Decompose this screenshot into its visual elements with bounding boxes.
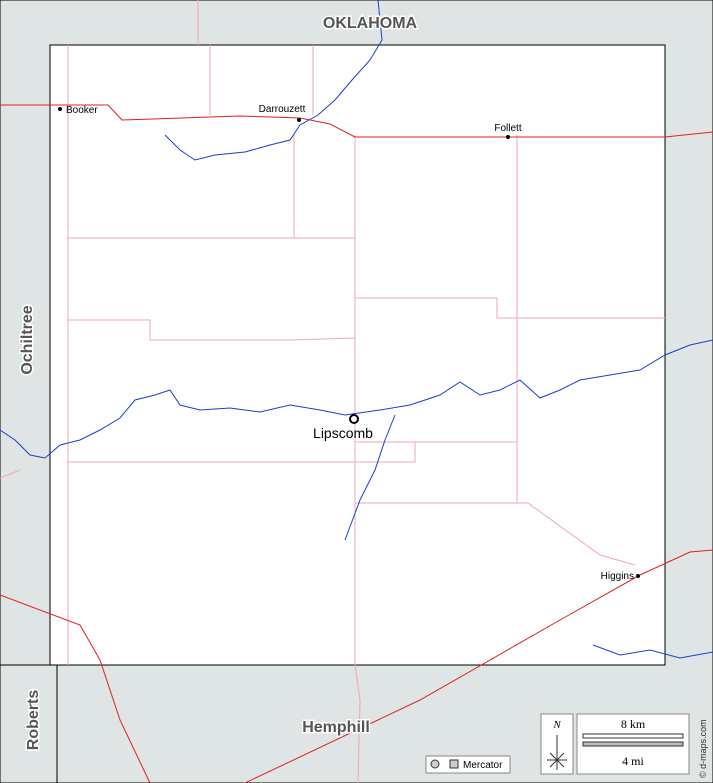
town-label: Booker bbox=[66, 105, 98, 116]
town-marker bbox=[506, 135, 510, 139]
rivers bbox=[0, 0, 713, 659]
town-marker bbox=[636, 574, 640, 578]
compass-rose bbox=[547, 735, 567, 770]
projection-box bbox=[425, 755, 511, 774]
region-label: Hemphill bbox=[302, 719, 370, 736]
projection-label: Mercator bbox=[463, 760, 503, 771]
credit: © d-maps.com bbox=[698, 719, 708, 778]
legend: N 8 km 4 mi Mercator bbox=[425, 713, 690, 775]
projection-icon bbox=[430, 759, 440, 769]
town-marker bbox=[58, 107, 62, 111]
projection-icon bbox=[449, 759, 459, 769]
county-area bbox=[49, 44, 666, 666]
roads bbox=[0, 104, 713, 783]
county-lines bbox=[0, 0, 665, 665]
seat-marker bbox=[349, 414, 359, 424]
region-label: Ochiltree bbox=[19, 305, 36, 374]
scale-label: 4 mi bbox=[622, 754, 644, 768]
town-marker bbox=[297, 118, 301, 122]
scale-label: 8 km bbox=[621, 717, 646, 731]
compass-label: N bbox=[552, 719, 561, 731]
towns: Booker Darrouzett Follett Lipscomb Higgi… bbox=[58, 104, 640, 582]
region-label: OKLAHOMA bbox=[323, 15, 418, 32]
town-label: Darrouzett bbox=[259, 104, 306, 115]
scale-bar bbox=[582, 741, 684, 747]
town-label: Lipscomb bbox=[313, 425, 373, 441]
town-label: Higgins bbox=[601, 571, 634, 582]
scale-bar bbox=[582, 733, 684, 739]
roberts-area bbox=[0, 664, 58, 783]
town-label: Follett bbox=[494, 123, 521, 134]
region-label: Roberts bbox=[25, 690, 42, 751]
